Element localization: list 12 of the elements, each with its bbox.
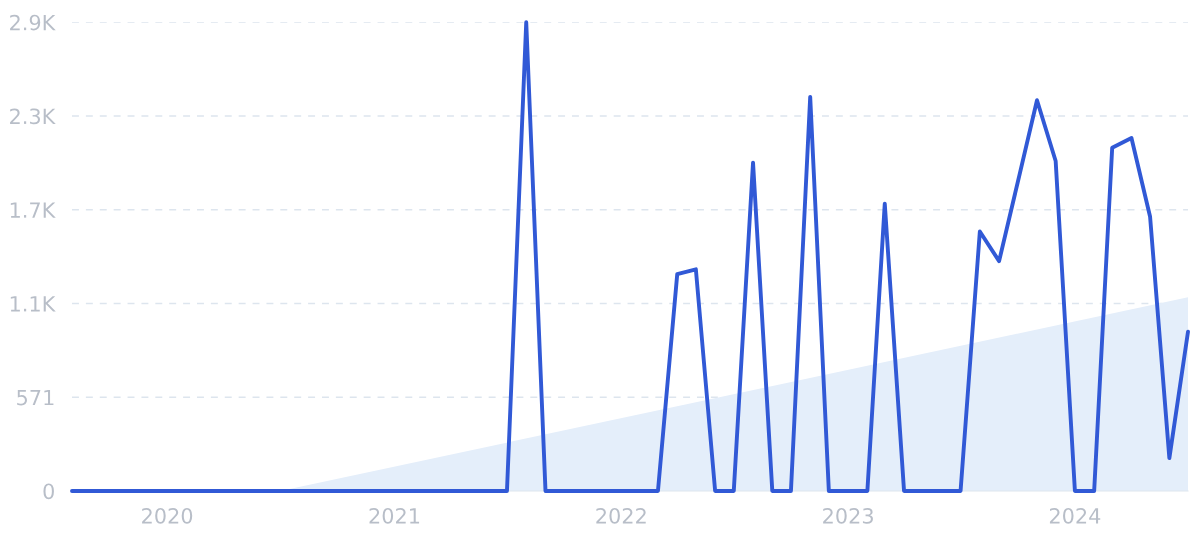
x-tick-label: 2021: [369, 507, 420, 524]
y-tick-label: 571: [17, 389, 54, 406]
x-tick-label: 2023: [823, 507, 873, 524]
y-tick-label: 2.3K: [10, 108, 56, 125]
y-tick-label: 0: [43, 483, 54, 500]
x-tick-label: 2020: [142, 507, 193, 524]
y-tick-label: 2.9K: [10, 14, 56, 31]
line-series: [70, 20, 1190, 493]
y-tick-label: 1.1K: [10, 296, 56, 312]
x-tick-label: 2022: [596, 507, 646, 524]
y-tick-label: 1.7K: [10, 202, 56, 218]
x-tick-label: 2024: [1049, 507, 1101, 524]
